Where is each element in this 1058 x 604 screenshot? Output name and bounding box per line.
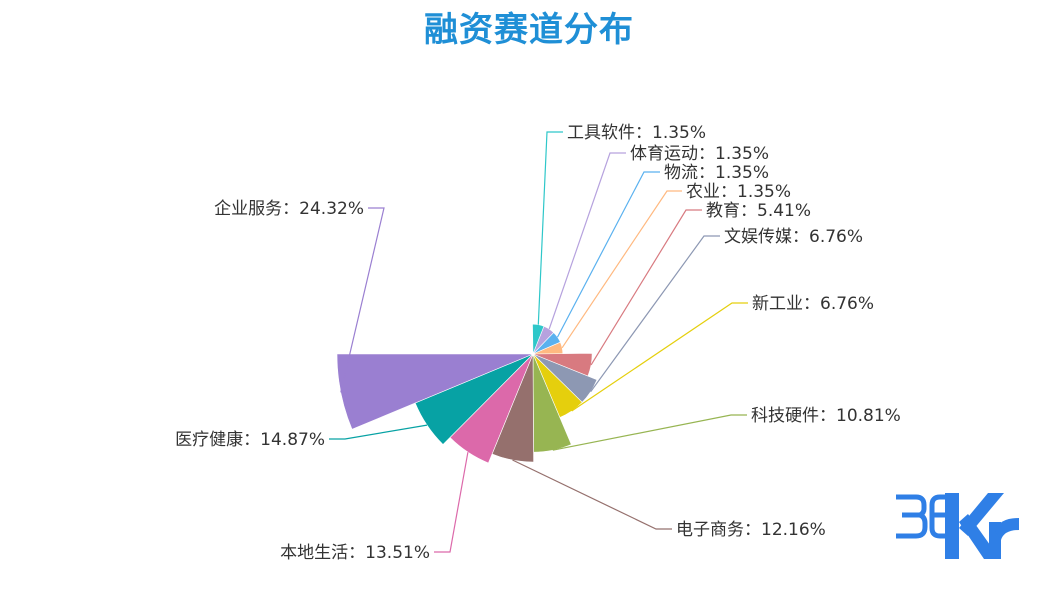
slice-label-教育: 教育：5.41%: [706, 201, 811, 221]
leader-line-教育: [590, 209, 702, 366]
slice-label-文娱传媒: 文娱传媒：6.76%: [724, 227, 863, 247]
leader-line-文娱传媒: [590, 235, 720, 393]
slice-label-本地生活: 本地生活：13.51%: [280, 543, 430, 563]
logo-36kr: [896, 493, 1019, 559]
slice-label-新工业: 新工业：6.76%: [752, 294, 874, 314]
slice-label-医疗健康: 医疗健康：14.87%: [175, 430, 325, 450]
slice-label-工具软件: 工具软件：1.35%: [567, 123, 706, 143]
leader-line-工具软件: [537, 131, 563, 325]
leader-line-本地生活: [434, 452, 469, 553]
leader-line-新工业: [571, 302, 748, 412]
slice-label-农业: 农业：1.35%: [686, 182, 791, 202]
slice-label-科技硬件: 科技硬件：10.81%: [751, 406, 901, 426]
leader-line-科技硬件: [552, 414, 747, 451]
leader-line-物流: [556, 171, 660, 338]
slice-label-体育运动: 体育运动：1.35%: [630, 144, 769, 164]
labels-group: 工具软件：1.35%体育运动：1.35%物流：1.35%农业：1.35%教育：5…: [175, 123, 901, 563]
slices-group: [336, 323, 598, 464]
chart-title: 融资赛道分布: [424, 10, 634, 50]
leader-line-企业服务: [340, 207, 385, 393]
leader-line-医疗健康: [329, 424, 428, 440]
leader-line-农业: [561, 190, 682, 349]
leader-line-体育运动: [548, 152, 626, 330]
slice-label-物流: 物流：1.35%: [664, 163, 769, 183]
slice-label-电子商务: 电子商务：12.16%: [676, 520, 826, 540]
slice-label-企业服务: 企业服务：24.32%: [214, 199, 364, 219]
leader-line-电子商务: [512, 459, 672, 530]
leader-lines-group: [329, 131, 748, 553]
